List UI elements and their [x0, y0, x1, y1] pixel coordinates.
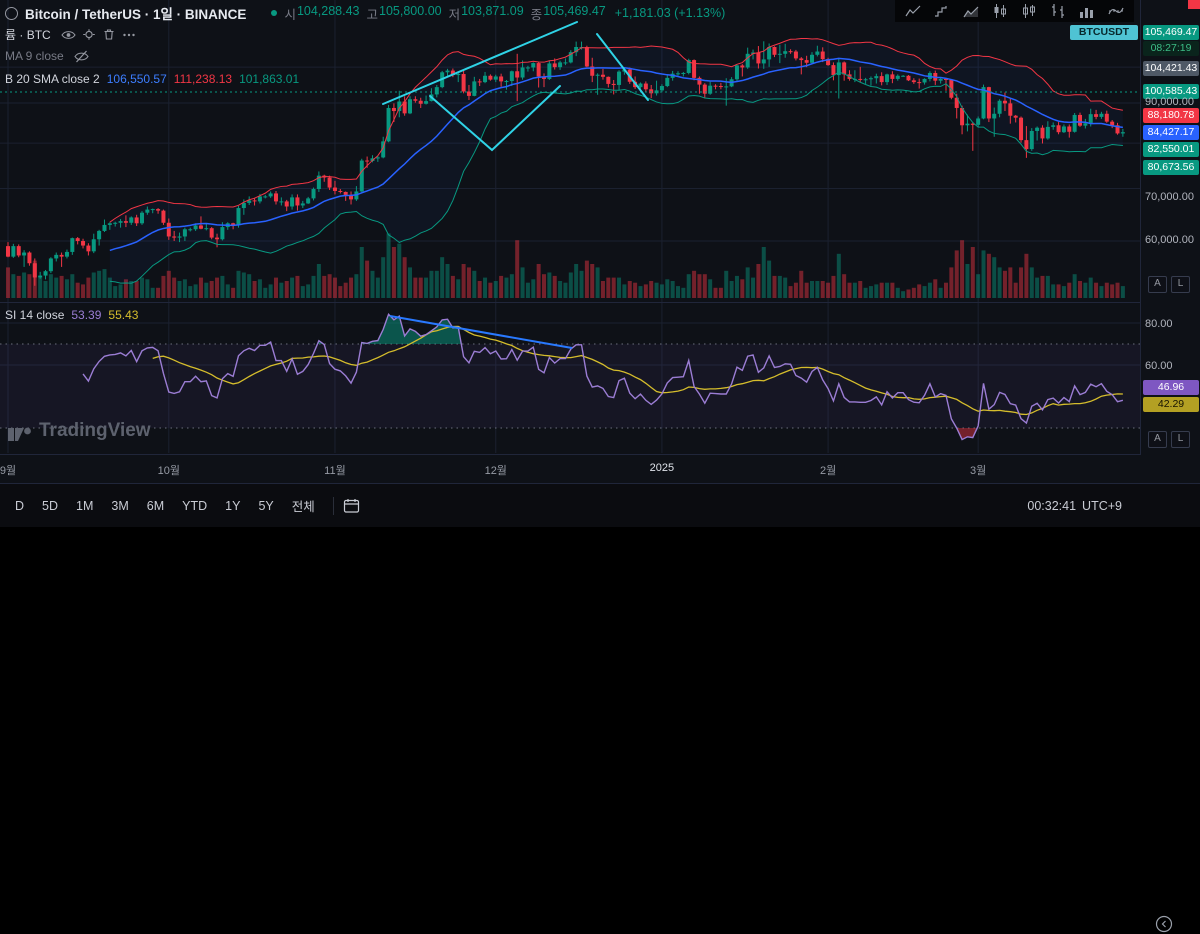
more-icon[interactable] [122, 29, 136, 41]
range-button-d[interactable]: D [15, 498, 25, 513]
hollow-candles-icon[interactable] [1021, 3, 1037, 19]
price-tick-70k: 70,000.00 [1145, 191, 1194, 203]
log-scale-button[interactable]: L [1171, 276, 1190, 293]
symbol-header[interactable]: Bitcoin / TetherUS · 1일 · BINANCE 시 104,2… [5, 3, 725, 23]
rsi-tick-60: 60.00 [1145, 360, 1173, 372]
toolbar-divider [332, 496, 334, 515]
market-status-dot [271, 10, 278, 16]
ma-legend-title: MA 9 close [5, 49, 64, 63]
range-button-6m[interactable]: 6M [146, 498, 165, 513]
range-button-전체[interactable]: 전체 [291, 500, 315, 514]
time-axis-label: 2월 [819, 465, 837, 477]
rsi-axis-controls: A L [1148, 431, 1190, 448]
clock[interactable]: 00:32:41 UTC+9 [1027, 499, 1122, 513]
time-axis-label: 3월 [970, 465, 987, 477]
symbol-logo-icon [5, 6, 18, 20]
range-buttons: D 5D 1M 3M 6M YTD 1Y 5Y 전체 [6, 493, 324, 518]
area-chart-icon[interactable] [963, 4, 979, 19]
price-axis[interactable]: 105,469.47 08:27:19 104,421.43 100,585.4… [1140, 0, 1200, 455]
ma-legend[interactable]: MA 9 close [5, 49, 89, 63]
price-tick-90k: 90,000.00 [1145, 96, 1194, 108]
eye-icon[interactable] [61, 29, 76, 41]
rsi-legend[interactable]: SI 14 close 53.39 55.43 [5, 308, 138, 322]
tradingview-watermark: TradingView [8, 420, 151, 442]
volume-legend-title: 륨 · BTC [5, 28, 51, 42]
last-price-badge: 105,469.47 [1143, 25, 1199, 40]
bb-upper-badge: 88,180.78 [1143, 108, 1199, 123]
time-axis-label: 10월 [157, 465, 180, 477]
time-axis-label: 9월 [0, 465, 17, 477]
bb-upper-value: 111,238.13 [173, 72, 233, 86]
rsi-value: 53.39 [71, 308, 102, 322]
price-chart[interactable] [0, 0, 1140, 302]
chart-style-toolbar [895, 0, 1134, 22]
prev-price-badge: 104,421.43 [1143, 61, 1199, 76]
ohlc-high: 고 105,800.00 [366, 3, 442, 22]
clock-time: 00:32:41 [1027, 498, 1077, 513]
range-button-3m[interactable]: 3M [111, 498, 129, 513]
price-change: +1,181.03 (+1.13%) [614, 6, 726, 20]
time-axis-label: 11월 [324, 465, 346, 477]
jump-to-realtime-icon[interactable] [1154, 914, 1174, 934]
time-axis-label: 2025 [649, 462, 675, 474]
ohlc-close: 종 105,469.47 [530, 3, 606, 22]
tradingview-watermark-text: TradingView [39, 420, 151, 441]
range-button-5y[interactable]: 5Y [258, 498, 274, 513]
baseline-icon[interactable] [1108, 3, 1124, 19]
ohlc-low: 저 103,871.09 [448, 3, 524, 22]
rsi-legend-title: SI 14 close [5, 308, 65, 322]
delete-icon[interactable] [102, 28, 116, 41]
bb-lower-value: 101,863.01 [239, 72, 300, 86]
clock-timezone: UTC+9 [1082, 498, 1122, 513]
bottom-toolbar: D 5D 1M 3M 6M YTD 1Y 5Y 전체 00:32:41 UTC+9 [0, 483, 1200, 527]
rsi-auto-scale-button[interactable]: A [1148, 431, 1167, 448]
time-axis[interactable]: 9월 10월 11월 12월 2025 2월 3월 [0, 455, 1200, 933]
close-price-badge: 82,550.01 [1143, 142, 1199, 157]
symbol-title[interactable]: Bitcoin / TetherUS · 1일 · BINANCE [25, 7, 247, 22]
axis-separator [0, 454, 1200, 455]
main-axis-controls: A L [1148, 276, 1190, 293]
ohlc-bars-icon[interactable] [1050, 3, 1066, 19]
rsi-signal-badge: 42.29 [1143, 397, 1199, 412]
line-chart-icon[interactable] [905, 4, 921, 19]
ohlc-open: 시 104,288.43 [284, 3, 360, 22]
tradingview-logo-icon [8, 427, 31, 441]
bollinger-legend[interactable]: B 20 SMA close 2 106,550.57 111,238.13 1… [5, 72, 299, 86]
go-to-date-icon[interactable] [343, 498, 360, 514]
bollinger-legend-title: B 20 SMA close 2 [5, 72, 100, 86]
pane-separator[interactable] [0, 302, 1200, 303]
auto-scale-button[interactable]: A [1148, 276, 1167, 293]
bb-lower-badge: 80,673.56 [1143, 160, 1199, 175]
rsi-log-scale-button[interactable]: L [1171, 431, 1190, 448]
range-button-1y[interactable]: 1Y [225, 498, 241, 513]
settings-icon[interactable] [82, 28, 96, 41]
time-axis-label: 12월 [484, 465, 507, 477]
volume-legend[interactable]: 륨 · BTC [5, 26, 136, 43]
range-button-1m[interactable]: 1M [76, 498, 94, 513]
range-button-5d[interactable]: 5D [42, 498, 59, 513]
bb-basis-value: 106,550.57 [106, 72, 167, 86]
rsi-tick-80: 80.00 [1145, 318, 1173, 330]
symbol-price-chip[interactable]: BTCUSDT [1070, 25, 1138, 40]
alert-price-badge: 100,585.43 [1143, 84, 1199, 99]
candles-icon[interactable] [992, 3, 1008, 19]
rsi-chart[interactable] [0, 303, 1140, 453]
price-tick-60k: 60,000.00 [1145, 234, 1194, 246]
rsi-value-badge: 46.96 [1143, 380, 1199, 395]
eye-hidden-icon[interactable] [74, 50, 89, 63]
rsi-signal-value: 55.43 [108, 308, 139, 322]
columns-icon[interactable] [1079, 3, 1095, 19]
bb-basis-badge: 84,427.17 [1143, 125, 1199, 140]
bar-countdown-badge: 08:27:19 [1143, 41, 1199, 56]
range-button-ytd[interactable]: YTD [182, 498, 208, 513]
step-line-icon[interactable] [934, 4, 950, 19]
cropped-price-badge [1188, 0, 1200, 9]
